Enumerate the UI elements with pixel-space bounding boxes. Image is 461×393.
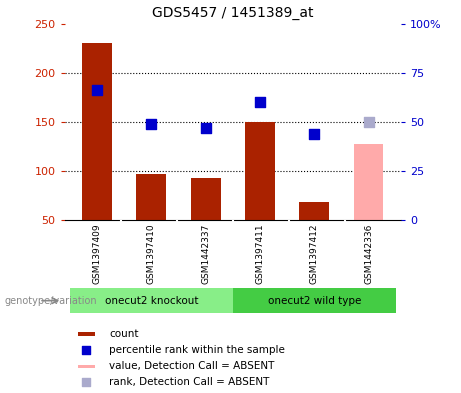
Text: GSM1397410: GSM1397410	[147, 223, 156, 284]
Bar	[233, 288, 396, 313]
Point	[365, 119, 372, 125]
Point	[311, 130, 318, 137]
Text: GSM1397412: GSM1397412	[310, 223, 319, 284]
Text: onecut2 wild type: onecut2 wild type	[267, 296, 361, 306]
Bar	[77, 365, 95, 368]
Point	[83, 347, 90, 353]
Text: onecut2 knockout: onecut2 knockout	[105, 296, 198, 306]
Point	[148, 121, 155, 127]
Text: value, Detection Call = ABSENT: value, Detection Call = ABSENT	[109, 361, 274, 371]
Bar	[77, 332, 95, 336]
Bar	[299, 202, 329, 220]
Text: GSM1442337: GSM1442337	[201, 223, 210, 284]
Bar	[245, 122, 275, 220]
Text: GSM1397409: GSM1397409	[93, 223, 101, 284]
Bar	[191, 178, 221, 220]
Point	[83, 379, 90, 386]
Title: GDS5457 / 1451389_at: GDS5457 / 1451389_at	[152, 6, 313, 20]
Text: count: count	[109, 329, 138, 339]
Point	[202, 125, 209, 131]
Bar	[136, 174, 166, 220]
Text: GSM1397411: GSM1397411	[255, 223, 265, 284]
Bar	[354, 144, 384, 220]
Text: GSM1442336: GSM1442336	[364, 223, 373, 284]
Point	[94, 87, 101, 94]
Text: rank, Detection Call = ABSENT: rank, Detection Call = ABSENT	[109, 377, 269, 387]
Bar	[82, 43, 112, 220]
Text: genotype/variation: genotype/variation	[5, 296, 97, 306]
Text: percentile rank within the sample: percentile rank within the sample	[109, 345, 285, 355]
Bar	[70, 288, 233, 313]
Point	[256, 99, 264, 105]
